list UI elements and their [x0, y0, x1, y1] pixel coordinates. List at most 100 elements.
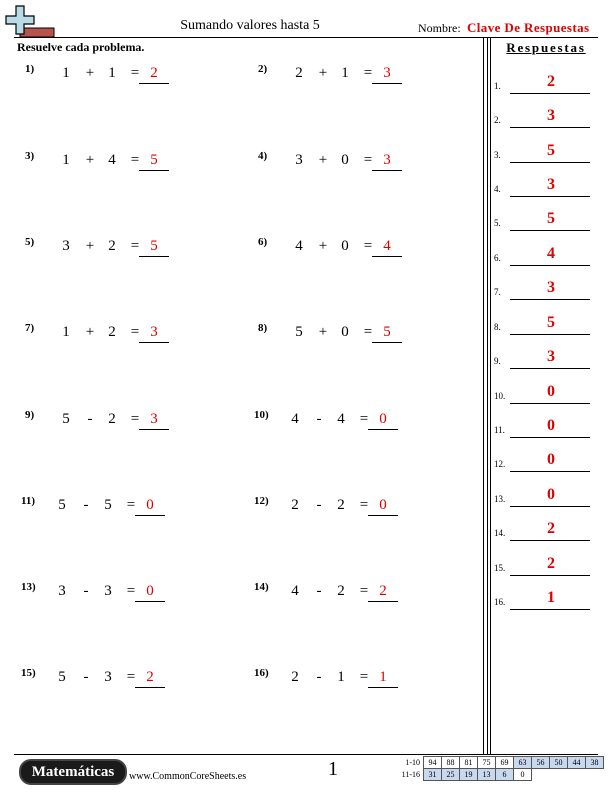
operand-a: 5	[58, 669, 66, 685]
answer-key-number: 14.	[494, 528, 506, 538]
operand-b: 0	[341, 152, 349, 168]
answer-key-value: 4	[547, 245, 555, 262]
answer-line	[372, 256, 402, 257]
answer-key-number: 2.	[494, 115, 501, 125]
answer-key-row: 1. 2	[494, 73, 594, 96]
operand-a: 4	[291, 411, 299, 427]
answer-key-value: 0	[547, 383, 555, 400]
answer-line	[372, 170, 402, 171]
operand-b: 2	[337, 583, 345, 599]
operator: +	[85, 324, 95, 340]
operator: -	[83, 583, 89, 599]
answer-key-value: 0	[547, 451, 555, 468]
score-cell: 25	[441, 768, 460, 781]
answer: 3	[150, 324, 158, 340]
operand-b: 0	[341, 324, 349, 340]
answer-key-line	[510, 299, 590, 300]
equals-sign: =	[130, 152, 140, 168]
answer-key-line	[510, 196, 590, 197]
operand-b: 2	[108, 238, 116, 254]
answer-key-row: 13. 0	[494, 486, 594, 509]
answer-key-line	[510, 609, 590, 610]
answer-key-number: 4.	[494, 184, 501, 194]
brand-badge: Matemáticas	[19, 759, 127, 785]
answer-key-row: 2. 3	[494, 107, 594, 130]
answer-key-number: 1.	[494, 81, 501, 91]
column-divider-mid	[487, 38, 488, 754]
answer: 0	[379, 411, 387, 427]
answer-key-row: 6. 4	[494, 245, 594, 268]
operator: +	[85, 65, 95, 81]
operand-a: 2	[291, 669, 299, 685]
answer-key-line	[510, 127, 590, 128]
score-table: 1-10 94 88 81 75 69 63 56 50 44 38 11-16…	[398, 756, 604, 781]
operator: +	[85, 152, 95, 168]
operator: +	[318, 238, 328, 254]
equals-sign: =	[126, 497, 136, 513]
answer: 5	[150, 152, 158, 168]
answer-key-line	[510, 368, 590, 369]
answer-line	[135, 515, 165, 516]
answer-key-value: 2	[547, 73, 555, 90]
answer: 5	[150, 238, 158, 254]
column-divider-right	[490, 38, 491, 754]
operand-a: 4	[295, 238, 303, 254]
answer-key-number: 6.	[494, 253, 501, 263]
answer-key-line	[510, 471, 590, 472]
equals-sign: =	[363, 65, 373, 81]
operand-a: 1	[62, 324, 70, 340]
answer-key-value: 1	[547, 589, 555, 606]
problem-number: 2)	[258, 63, 268, 75]
operand-b: 1	[108, 65, 116, 81]
answer-key-value: 5	[547, 142, 555, 159]
problem-number: 11)	[21, 495, 36, 507]
operator: -	[316, 497, 322, 513]
operand-b: 5	[104, 497, 112, 513]
answer-line	[139, 170, 169, 171]
equals-sign: =	[359, 497, 369, 513]
score-row: 11-16 31 25 19 13 6 0	[398, 768, 604, 781]
answer: 3	[383, 65, 391, 81]
score-cell: 6	[495, 768, 514, 781]
answer-key-row: 9. 3	[494, 348, 594, 371]
answer-key-row: 16. 1	[494, 589, 594, 612]
answer-line	[139, 256, 169, 257]
score-row-label: 11-16	[401, 770, 420, 779]
equals-sign: =	[126, 583, 136, 599]
answer-key-value: 5	[547, 314, 555, 331]
answer-key-row: 10. 0	[494, 383, 594, 406]
equals-sign: =	[130, 65, 140, 81]
answer-key-number: 12.	[494, 459, 506, 469]
answer: 1	[379, 669, 387, 685]
answer-key-value: 2	[547, 555, 555, 572]
answer-line	[139, 429, 169, 430]
answer: 5	[383, 324, 391, 340]
site-url[interactable]: www.CommonCoreSheets.es	[129, 771, 247, 782]
answer-key-number: 15.	[494, 563, 506, 573]
operand-b: 2	[108, 324, 116, 340]
answer: 2	[150, 65, 158, 81]
problem-number: 14)	[254, 581, 269, 593]
problem-number: 8)	[258, 322, 268, 334]
answer: 0	[146, 583, 154, 599]
equals-sign: =	[130, 238, 140, 254]
problem-number: 6)	[258, 236, 268, 248]
answer-line	[139, 342, 169, 343]
problem-number: 15)	[21, 667, 36, 679]
answer-line	[368, 601, 398, 602]
answer-key-row: 4. 3	[494, 176, 594, 199]
answer-key-line	[510, 403, 590, 404]
answer-key-number: 10.	[494, 391, 506, 401]
answer-key-number: 7.	[494, 287, 501, 297]
answer: 4	[383, 238, 391, 254]
equals-sign: =	[363, 152, 373, 168]
problem-number: 1)	[25, 63, 35, 75]
answer-line	[135, 687, 165, 688]
operand-b: 1	[337, 669, 345, 685]
problem-number: 16)	[254, 667, 269, 679]
answer-key-value: 5	[547, 210, 555, 227]
score-cell: 0	[513, 768, 532, 781]
equals-sign: =	[359, 583, 369, 599]
answer-key-row: 11. 0	[494, 417, 594, 440]
operand-a: 1	[62, 65, 70, 81]
